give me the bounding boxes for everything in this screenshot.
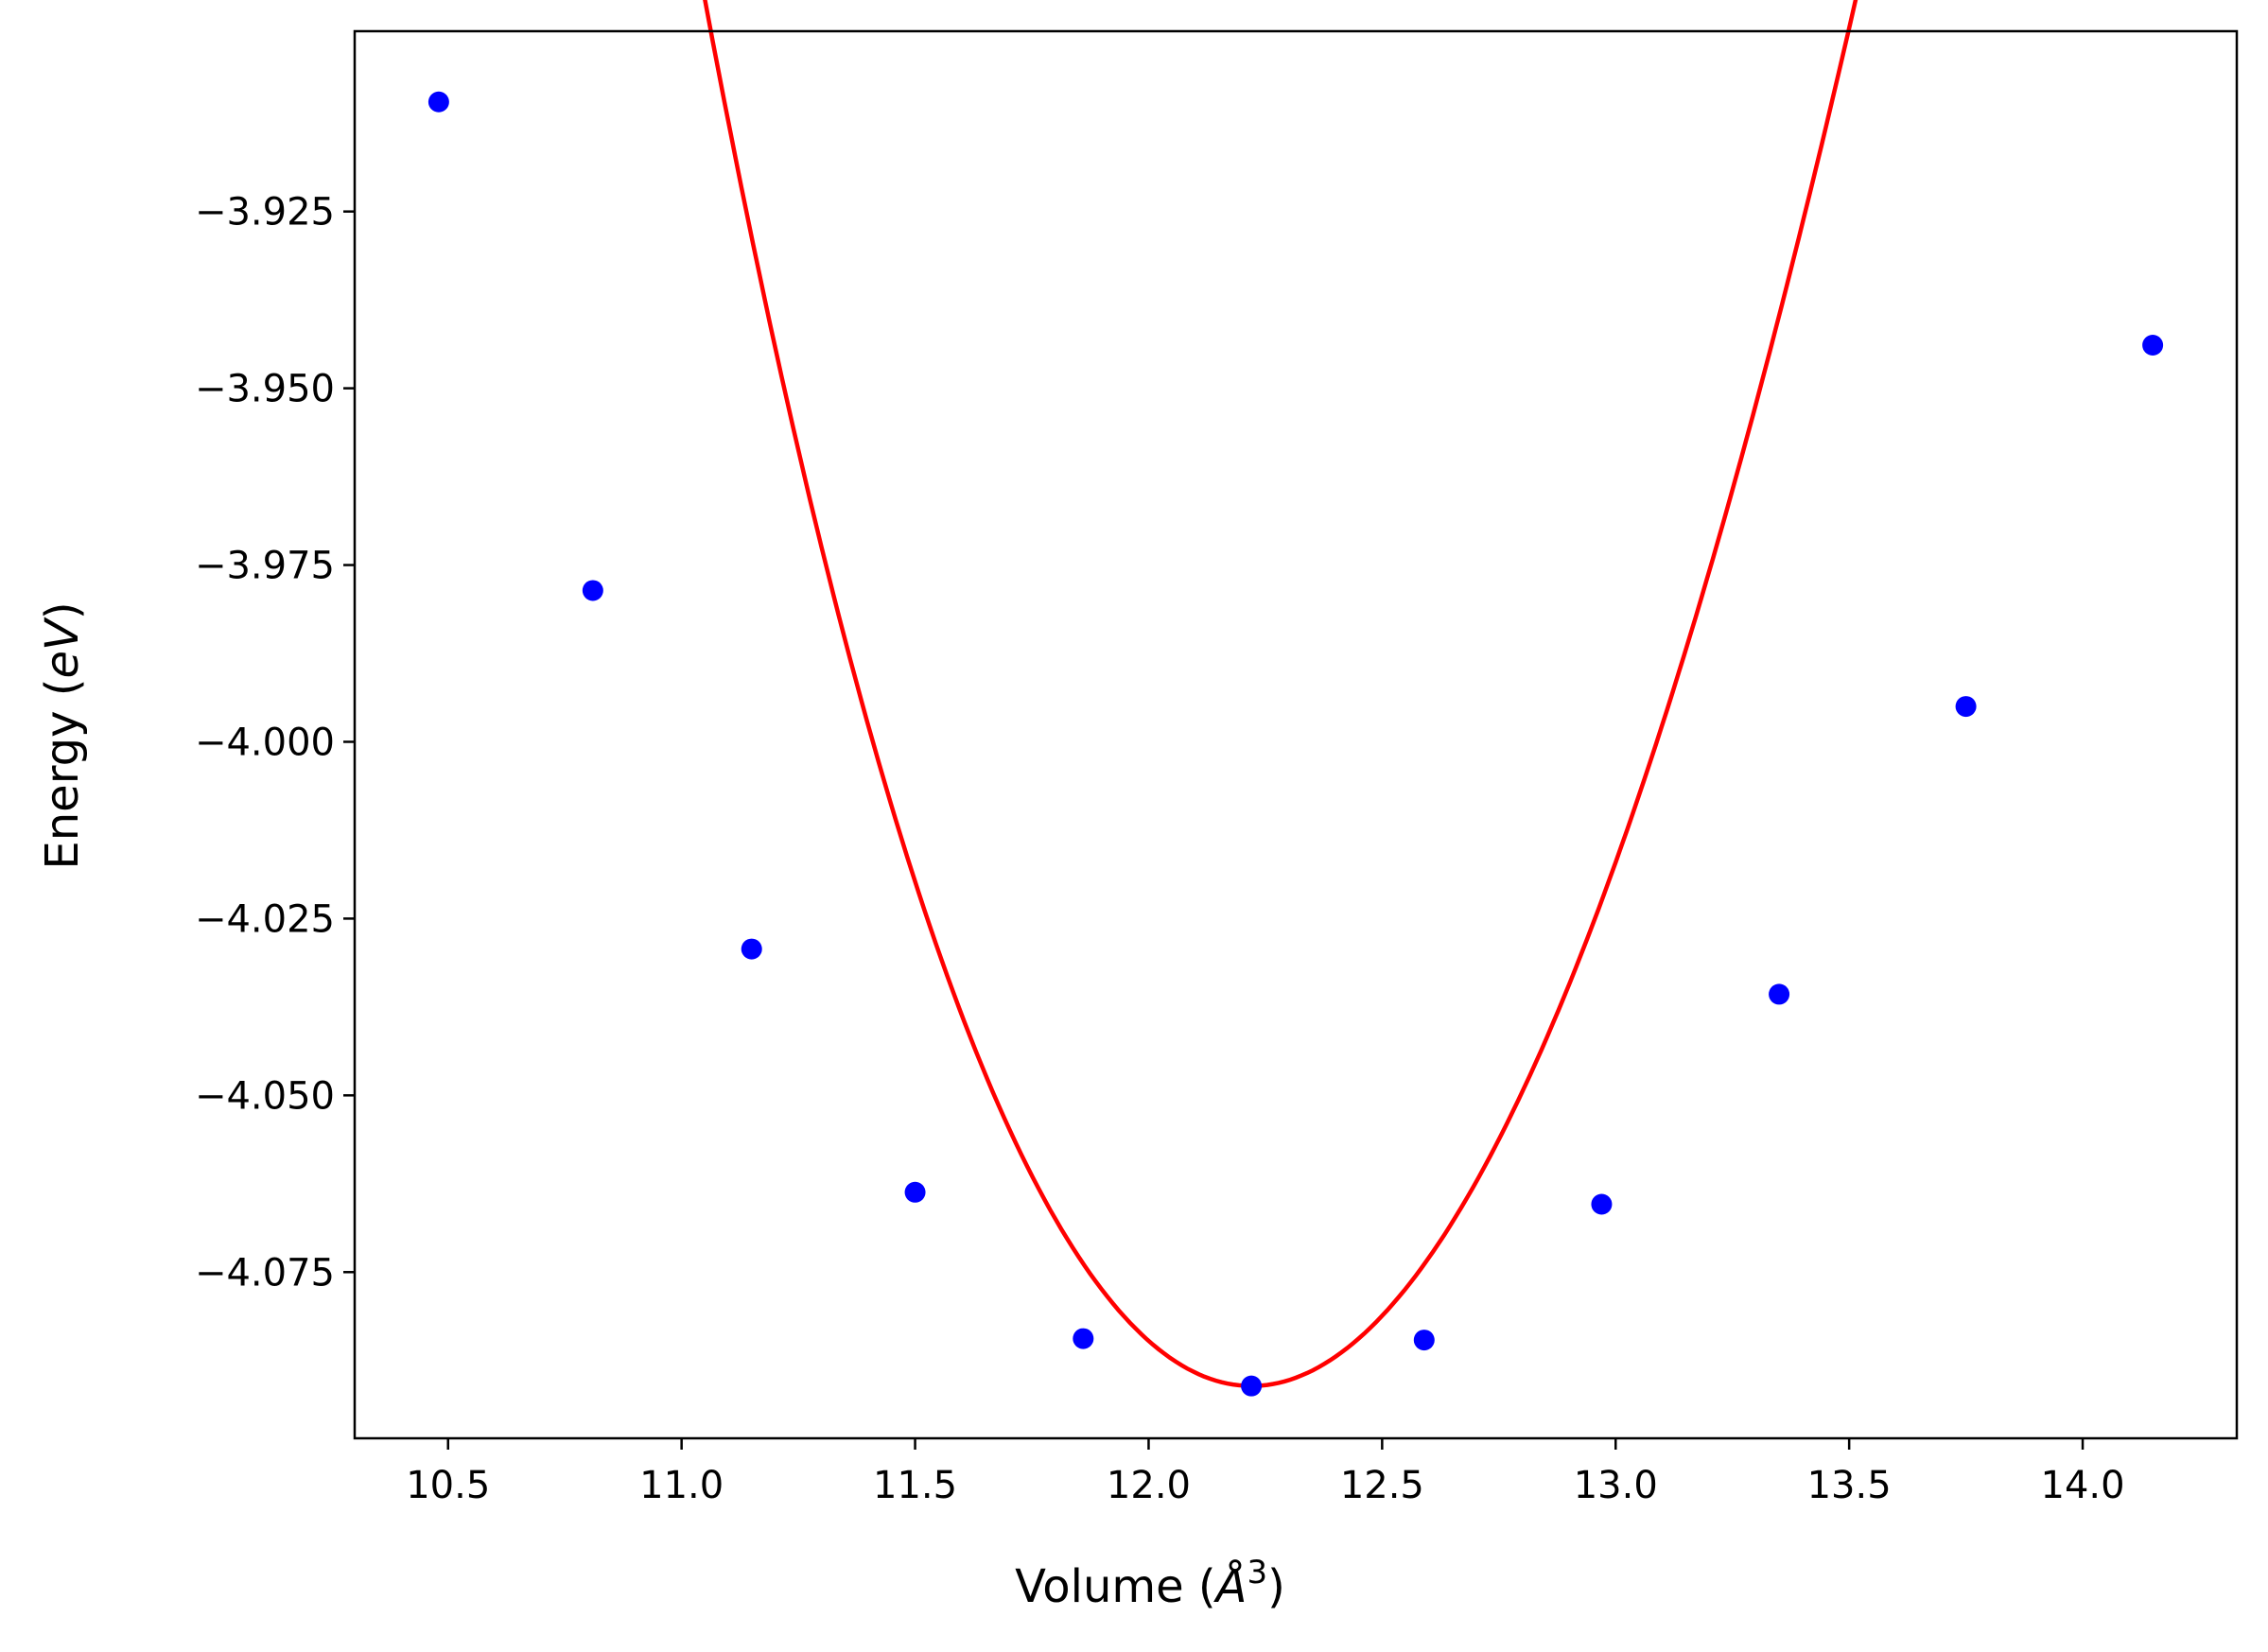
x-axis-title-text: Volume ( <box>1015 1560 1216 1613</box>
x-tick-label: 11.5 <box>873 1464 957 1507</box>
y-tick-label: −3.925 <box>195 191 335 235</box>
y-axis-ticks: −3.925 −3.950 −3.975 −4.000 −4.025 −4.050 −4.0… <box>195 191 355 1295</box>
x-tick-label: 14.0 <box>2041 1464 2125 1507</box>
y-tick-label: −4.050 <box>195 1074 335 1118</box>
y-tick-label: −3.950 <box>195 368 335 411</box>
data-point <box>1073 1328 1094 1349</box>
y-tick-label: −4.075 <box>195 1251 335 1295</box>
data-point <box>427 91 449 113</box>
x-axis-unit-exponent: 3 <box>1247 1554 1267 1591</box>
x-tick-label: 10.5 <box>406 1464 490 1507</box>
x-tick-label: 13.0 <box>1574 1464 1658 1507</box>
data-point <box>741 938 762 960</box>
data-point <box>904 1181 926 1203</box>
x-axis-unit: Å <box>1213 1559 1247 1613</box>
x-axis-ticks: 10.5 11.0 11.5 12.0 12.5 13.0 13.5 14.0 <box>406 1438 2125 1507</box>
y-axis-title-text: Energy ( <box>36 679 89 870</box>
x-tick-label: 12.5 <box>1340 1464 1424 1507</box>
y-tick-label: −3.975 <box>195 545 335 588</box>
x-tick-label: 11.0 <box>639 1464 724 1507</box>
y-tick-label: −4.000 <box>195 721 335 764</box>
y-axis-unit: eV <box>36 617 89 679</box>
data-point <box>1413 1330 1435 1351</box>
y-axis-title-close: ) <box>36 601 89 619</box>
x-axis-title: Volume (Å3) <box>1015 1554 1285 1613</box>
data-point <box>582 580 603 601</box>
data-point <box>1769 983 1790 1005</box>
plot-frame <box>353 29 2239 1440</box>
x-axis-title-close: ) <box>1267 1560 1285 1613</box>
y-axis-title: Energy (eV) <box>36 601 89 869</box>
x-tick-label: 12.0 <box>1107 1464 1191 1507</box>
data-point <box>2142 334 2164 356</box>
fit-curve-layer <box>703 0 1858 1388</box>
y-tick-label: −4.025 <box>195 897 335 941</box>
data-point <box>1591 1193 1613 1215</box>
data-point <box>1955 696 1977 718</box>
fit-curve <box>703 0 1858 1388</box>
data-point <box>1241 1375 1263 1397</box>
x-tick-label: 13.5 <box>1807 1464 1892 1507</box>
data-points-layer <box>427 91 2164 1397</box>
